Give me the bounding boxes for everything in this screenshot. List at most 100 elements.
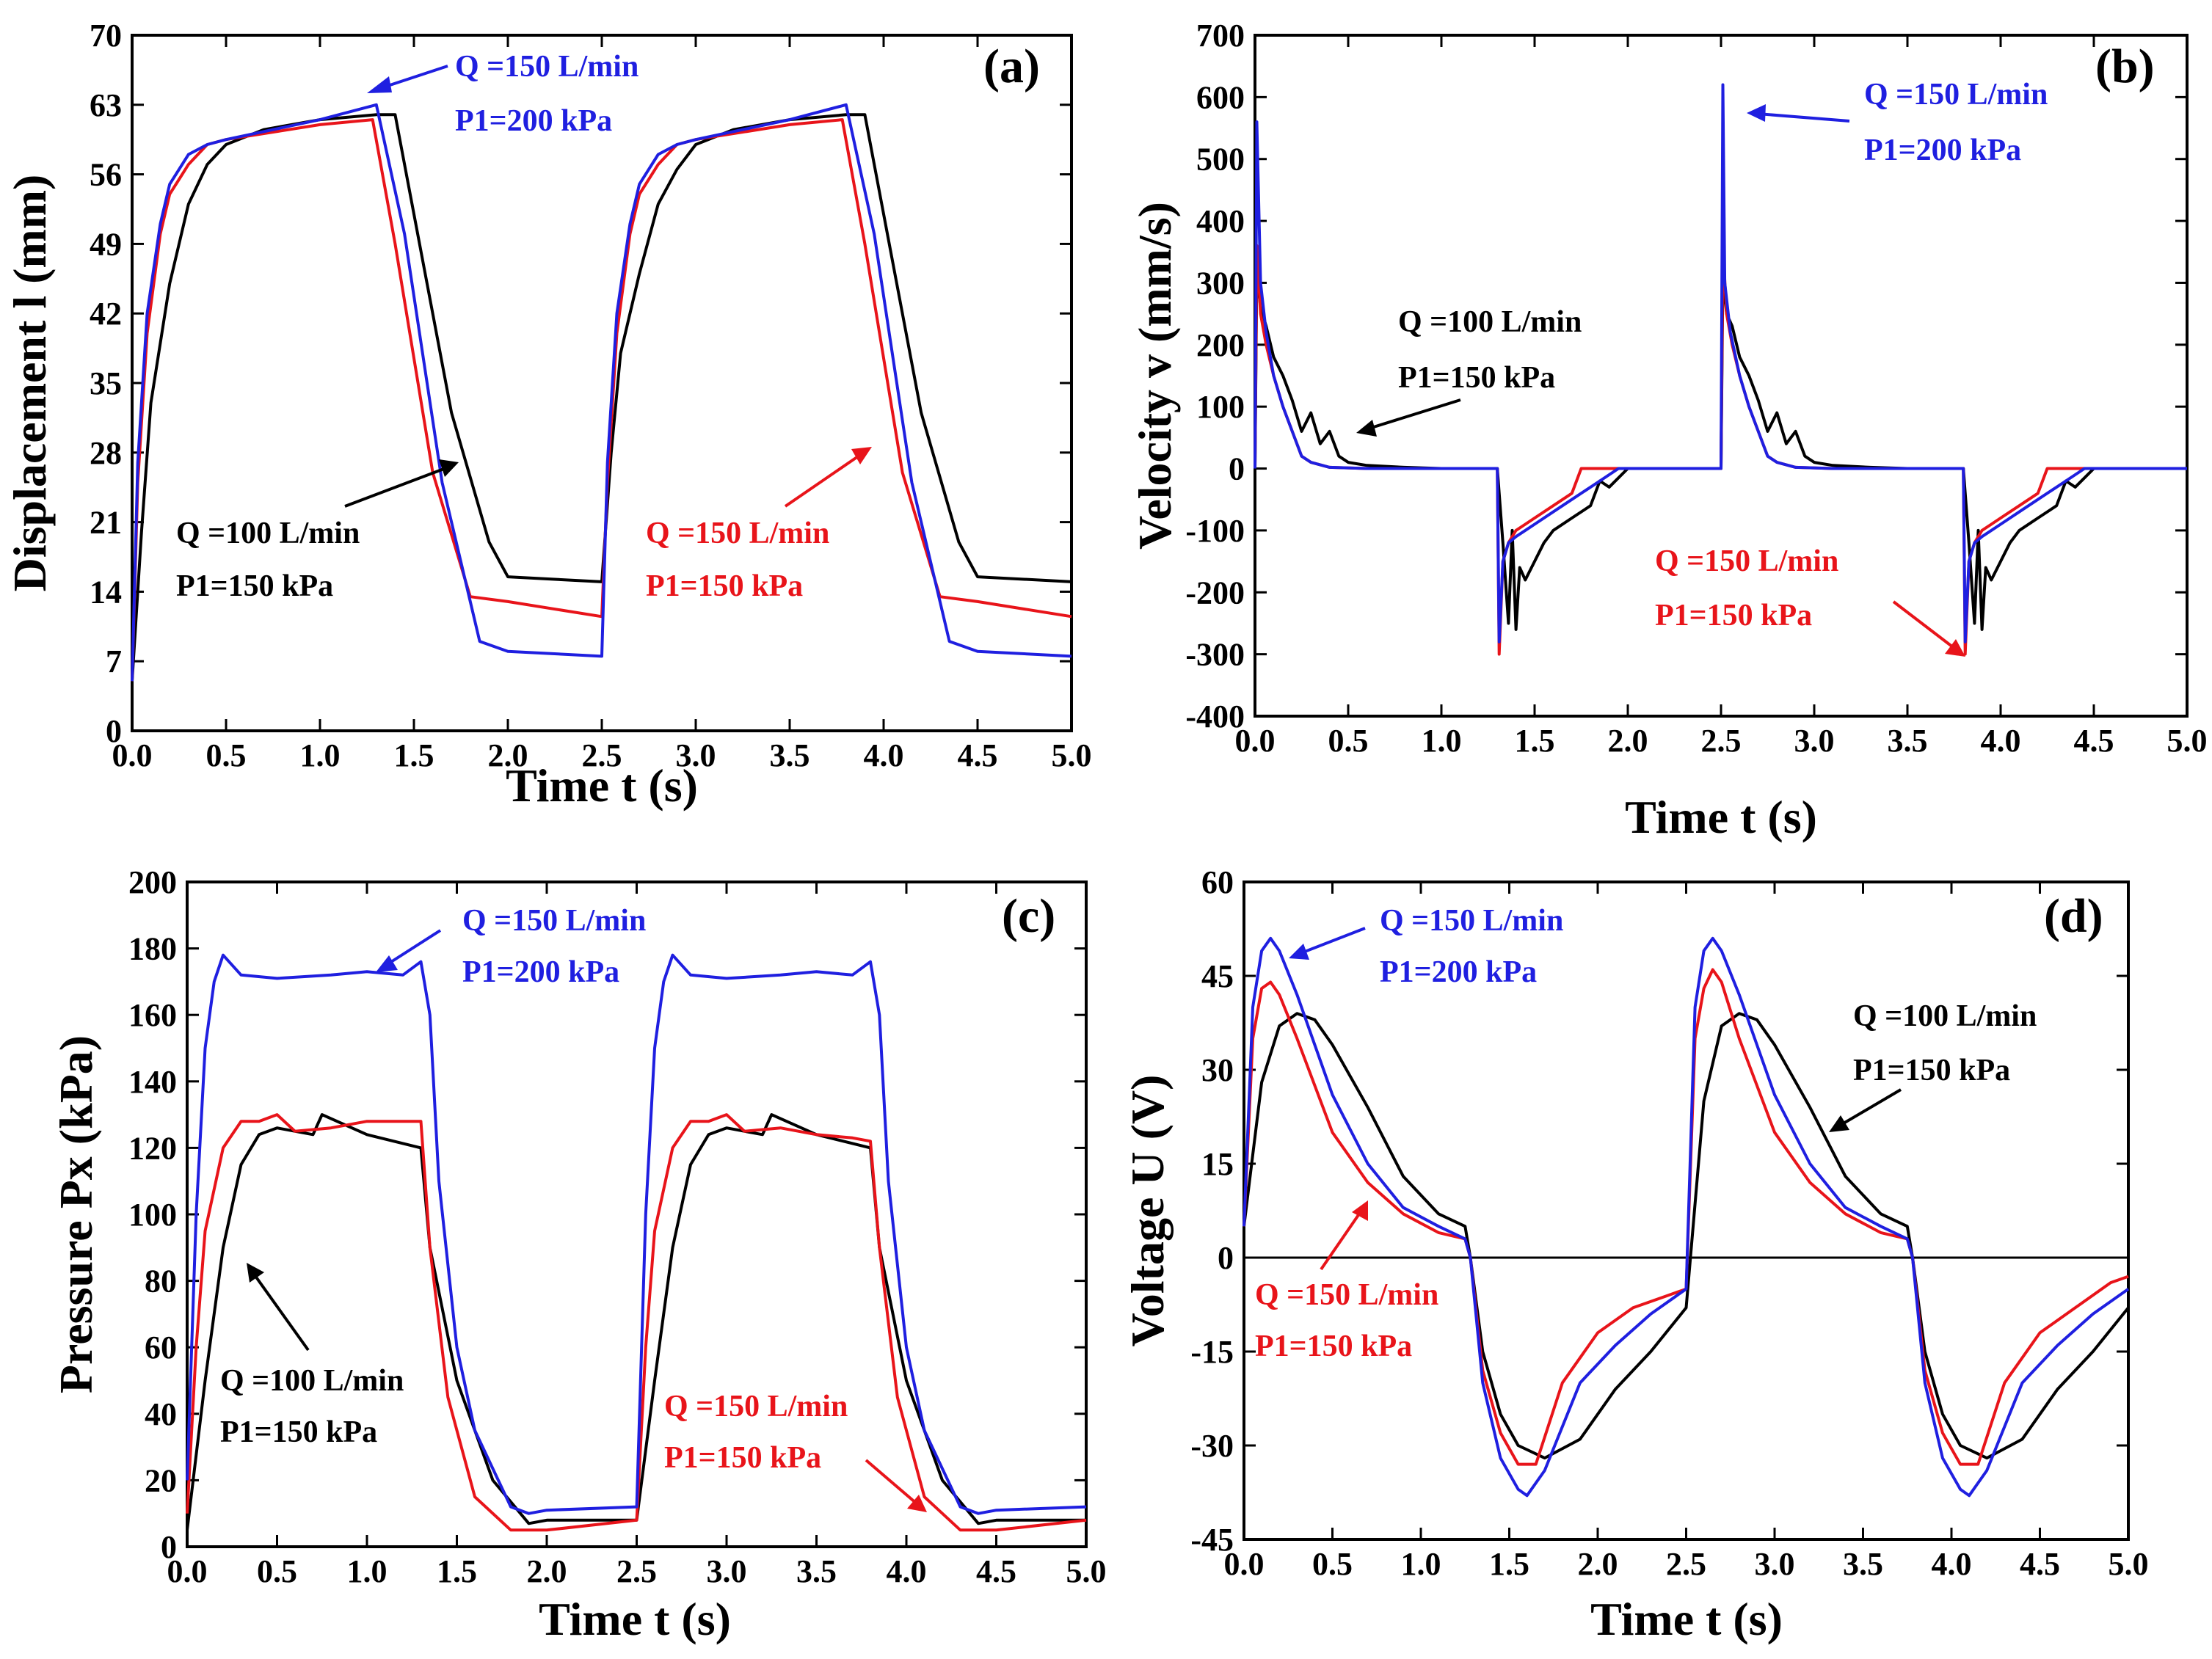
x-tick-label: 2.5: [1666, 1546, 1706, 1582]
y-tick-label: 0: [106, 713, 122, 749]
x-tick-label: 3.5: [1888, 723, 1928, 759]
annot-b-blue-line2: P1=200 kPa: [1864, 134, 2021, 167]
y-tick-label: 42: [90, 296, 122, 332]
y-axis-label-a: Displacement l (mm): [4, 175, 56, 592]
series-layer-c: [186, 953, 1087, 1532]
series-line-c-blue: [186, 953, 1087, 1515]
y-tick-label: 21: [90, 505, 122, 541]
series-layer-a: [131, 103, 1072, 682]
y-tick-label: 0: [1218, 1240, 1234, 1276]
y-tick-label: 15: [1201, 1146, 1234, 1182]
x-tick-label: 5.0: [2167, 723, 2208, 759]
annot-b-red-line1: Q =150 L/min: [1655, 544, 1838, 578]
y-tick-label: 49: [90, 226, 122, 262]
panel-b: 0.0 0.5 1.0 1.5 2.0 2.5 3.0 3.5 4.0 4.5 5.0 -400 -30…: [1129, 18, 2208, 843]
x-tick-label: 0.0: [1224, 1546, 1265, 1582]
x-tick-label: 3.5: [770, 737, 810, 773]
x-tick-label: 1.5: [437, 1553, 477, 1589]
arrow-a-red: [784, 452, 864, 508]
x-tick-label: 4.0: [864, 737, 904, 773]
y-tick-label: -400: [1185, 699, 1245, 734]
x-tick-label: 4.5: [2074, 723, 2114, 759]
annot-c-blue-line1: Q =150 L/min: [462, 904, 646, 938]
x-tick-label: 5.0: [1052, 737, 1092, 773]
x-tick-label: 4.0: [1932, 1546, 1972, 1582]
annot-d-blue-line2: P1=200 kPa: [1380, 955, 1537, 989]
series-line-d-black: [1243, 1012, 2130, 1460]
y-tick-label: -30: [1190, 1428, 1234, 1464]
x-tick-label: 2.0: [488, 737, 528, 773]
annot-b-black-line2: P1=150 kPa: [1398, 361, 1555, 395]
annot-c-black-line1: Q =100 L/min: [220, 1364, 404, 1398]
x-tick-label: 1.0: [300, 737, 341, 773]
y-tick-label: 400: [1196, 203, 1245, 239]
x-tick-label: 3.0: [676, 737, 716, 773]
annot-a-blue-line1: Q =150 L/min: [455, 50, 639, 84]
annot-c-black-line2: P1=150 kPa: [220, 1415, 377, 1449]
y-tick-label: 140: [128, 1064, 177, 1100]
axis-ticks-c: 0.0 0.5 1.0 1.5 2.0 2.5 3.0 3.5 4.0 4.5 5.0 0 20 40 60…: [128, 864, 1107, 1589]
x-tick-label: 0.5: [1312, 1546, 1353, 1582]
arrow-c-black: [252, 1272, 310, 1352]
axis-ticks-d: 0.0 0.5 1.0 1.5 2.0 2.5 3.0 3.5 4.0 4.5 5.0 -45 -30 -…: [1190, 864, 2148, 1582]
x-tick-label: 0.5: [206, 737, 247, 773]
y-tick-label: 30: [1201, 1052, 1234, 1088]
y-tick-label: 120: [128, 1130, 177, 1166]
x-tick-label: 5.0: [1066, 1553, 1107, 1589]
annot-b-red-line2: P1=150 kPa: [1655, 599, 1812, 632]
y-tick-label: 35: [90, 365, 122, 401]
arrow-head-d-red: [1352, 1200, 1368, 1221]
x-tick-label: 2.0: [1578, 1546, 1618, 1582]
arrow-c-red: [865, 1459, 919, 1506]
x-axis-label-b: Time t (s): [1625, 791, 1817, 843]
annot-d-black-line1: Q =100 L/min: [1853, 999, 2037, 1033]
plot-frame-d: [1243, 880, 2130, 1541]
y-tick-label: 45: [1201, 958, 1234, 994]
annotation-c-blue: Q =150 L/min P1=200 kPa: [376, 904, 646, 989]
y-tick-label: 60: [1201, 864, 1234, 900]
y-tick-label: 160: [128, 997, 177, 1033]
series-line-c-red: [186, 1113, 1087, 1532]
annotation-d-blue: Q =150 L/min P1=200 kPa: [1289, 904, 1563, 989]
arrow-head-d-blue: [1289, 944, 1309, 960]
arrow-head-c-red: [907, 1495, 927, 1512]
axis-ticks-a: 0.0 0.5 1.0 1.5 2.0 2.5 3.0 3.5 4.0 4.5 5.0 0 7 14 21 2…: [90, 18, 1092, 773]
annotation-b-black: Q =100 L/min P1=150 kPa: [1356, 305, 1582, 437]
annotation-b-blue: Q =150 L/min P1=200 kPa: [1747, 78, 2048, 167]
annot-d-blue-line1: Q =150 L/min: [1380, 904, 1563, 938]
x-tick-label: 0.5: [257, 1553, 297, 1589]
y-tick-label: 56: [90, 157, 122, 193]
arrow-b-black: [1366, 398, 1461, 431]
x-axis-label-a: Time t (s): [506, 759, 698, 812]
annot-a-black-line1: Q =100 L/min: [176, 517, 360, 550]
arrow-head-a-red: [851, 447, 872, 464]
annot-c-red-line1: Q =150 L/min: [664, 1390, 848, 1423]
x-tick-label: 2.5: [582, 737, 622, 773]
y-tick-label: 14: [90, 574, 122, 610]
arrow-head-b-blue: [1747, 104, 1766, 122]
y-tick-label: 200: [128, 864, 177, 900]
x-tick-label: 1.5: [1489, 1546, 1529, 1582]
annotation-a-black: Q =100 L/min P1=150 kPa: [176, 459, 459, 603]
annot-a-red-line1: Q =150 L/min: [646, 517, 829, 550]
series-line-a-blue: [131, 103, 1072, 682]
arrow-head-b-black: [1356, 420, 1377, 437]
arrow-head-a-blue: [367, 76, 392, 93]
arrow-b-red: [1892, 600, 1957, 651]
x-tick-label: 2.5: [1701, 723, 1742, 759]
annot-d-red-line1: Q =150 L/min: [1255, 1278, 1438, 1312]
series-line-b-blue: [1254, 83, 2187, 643]
y-tick-label: 0: [161, 1529, 177, 1565]
x-tick-label: 2.0: [1608, 723, 1648, 759]
y-tick-label: 40: [145, 1396, 177, 1432]
x-tick-label: 2.0: [527, 1553, 567, 1589]
y-tick-label: 20: [145, 1462, 177, 1498]
arrow-d-blue: [1298, 927, 1366, 955]
series-layer-d: [1243, 936, 2130, 1498]
y-tick-label: 28: [90, 435, 122, 471]
x-tick-label: 3.5: [796, 1553, 837, 1589]
panel-c: 0.0 0.5 1.0 1.5 2.0 2.5 3.0 3.5 4.0 4.5 5.0 0 20 40 60…: [50, 864, 1107, 1645]
arrow-head-a-black: [439, 459, 459, 477]
x-tick-label: 4.0: [1981, 723, 2021, 759]
